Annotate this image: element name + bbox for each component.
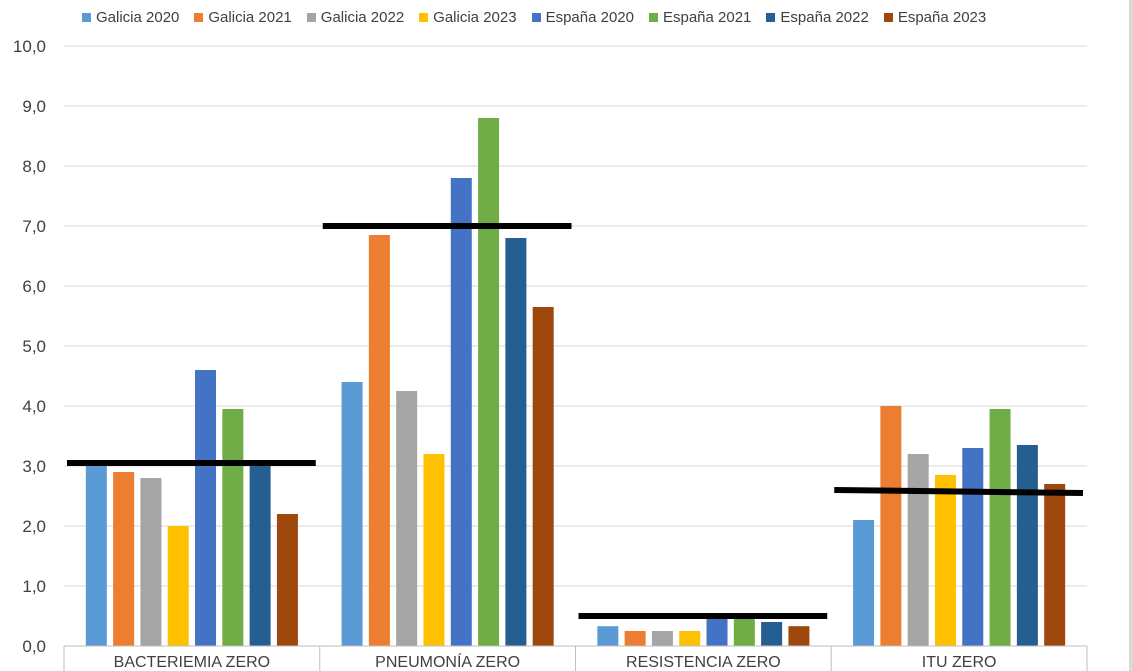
y-tick-label: 1,0: [22, 577, 46, 596]
y-tick-label: 2,0: [22, 517, 46, 536]
bar: [624, 631, 646, 646]
legend-label: España 2020: [545, 9, 634, 26]
legend-swatch: [531, 13, 541, 22]
bar: [651, 631, 673, 646]
bar: [85, 466, 107, 646]
bar: [733, 619, 755, 646]
bar: [761, 622, 783, 646]
reference-lines: [67, 223, 1084, 619]
bar: [341, 382, 363, 646]
legend-swatch: [419, 13, 429, 22]
bar: [396, 391, 418, 646]
x-category-label: PNEUMONÍA ZERO: [375, 652, 520, 671]
bar: [423, 454, 445, 646]
bar: [276, 514, 298, 646]
bar: [195, 370, 217, 646]
bar: [907, 454, 929, 646]
reference-line: [834, 487, 1084, 496]
x-category-label: RESISTENCIA ZERO: [626, 654, 781, 671]
legend-item: Galicia 2021: [194, 9, 292, 26]
bar: [1016, 445, 1038, 646]
x-category-label: BACTERIEMIA ZERO: [114, 654, 270, 671]
bar: [167, 526, 189, 646]
bar: [679, 631, 701, 646]
legend-item: Galicia 2022: [306, 9, 405, 26]
bar: [880, 406, 902, 646]
legend-label: Galicia 2023: [433, 9, 517, 26]
bar: [368, 235, 390, 646]
legend-item: España 2023: [883, 9, 987, 26]
bar: [222, 409, 244, 646]
gridlines: [64, 45, 1087, 587]
bar: [532, 307, 554, 646]
legend-item: España 2020: [531, 9, 634, 26]
chart-border: [1129, 0, 1133, 671]
legend-label: Galicia 2022: [320, 9, 405, 26]
bar: [478, 118, 500, 646]
legend-item: Galicia 2020: [82, 9, 179, 26]
y-tick-label: 0,0: [22, 637, 46, 656]
legend-swatch: [766, 13, 776, 22]
legend-swatch: [194, 13, 204, 22]
y-axis-ticks: 0,0 1,0 2,0 3,0 4,0 5,0 6,0 7,0 8,0 9,0 10,0: [13, 37, 46, 656]
bar: [597, 626, 619, 646]
bar: [989, 409, 1011, 646]
x-axis: BACTERIEMIA ZERO PNEUMONÍA ZERO RESISTENCI…: [63, 645, 1088, 671]
legend-label: España 2022: [780, 9, 869, 26]
y-tick-label: 3,0: [22, 457, 46, 476]
y-tick-label: 9,0: [22, 97, 46, 116]
y-tick-label: 5,0: [22, 337, 46, 356]
bar: [853, 520, 875, 646]
y-tick-label: 4,0: [22, 397, 46, 416]
bar: [140, 478, 162, 646]
bar: [1044, 484, 1066, 646]
legend-item: España 2021: [648, 9, 752, 26]
bar: [706, 619, 728, 646]
legend-swatch: [648, 13, 658, 22]
legend-item: España 2022: [766, 9, 869, 26]
y-tick-label: 10,0: [13, 37, 46, 56]
y-tick-label: 6,0: [22, 277, 46, 296]
chart-legend: Galicia 2020 Galicia 2021 Galicia 2022 Gali…: [82, 9, 986, 26]
legend-label: Galicia 2021: [208, 9, 292, 26]
legend-swatch: [82, 13, 91, 22]
legend-label: España 2023: [897, 9, 987, 26]
legend-swatch: [306, 13, 316, 22]
bar: [962, 448, 984, 646]
bars: [85, 118, 1066, 646]
bar: [113, 472, 135, 646]
x-category-label: ITU ZERO: [922, 654, 997, 671]
bar: [505, 238, 527, 646]
bar: [249, 466, 271, 646]
bar: [788, 626, 810, 646]
bar: [934, 475, 956, 646]
legend-item: Galicia 2023: [419, 9, 517, 26]
legend-label: Galicia 2020: [96, 9, 180, 26]
bar: [450, 178, 472, 646]
y-tick-label: 8,0: [22, 157, 46, 176]
legend-swatch: [883, 13, 893, 22]
legend-label: España 2021: [662, 9, 752, 26]
y-tick-label: 7,0: [22, 217, 46, 236]
